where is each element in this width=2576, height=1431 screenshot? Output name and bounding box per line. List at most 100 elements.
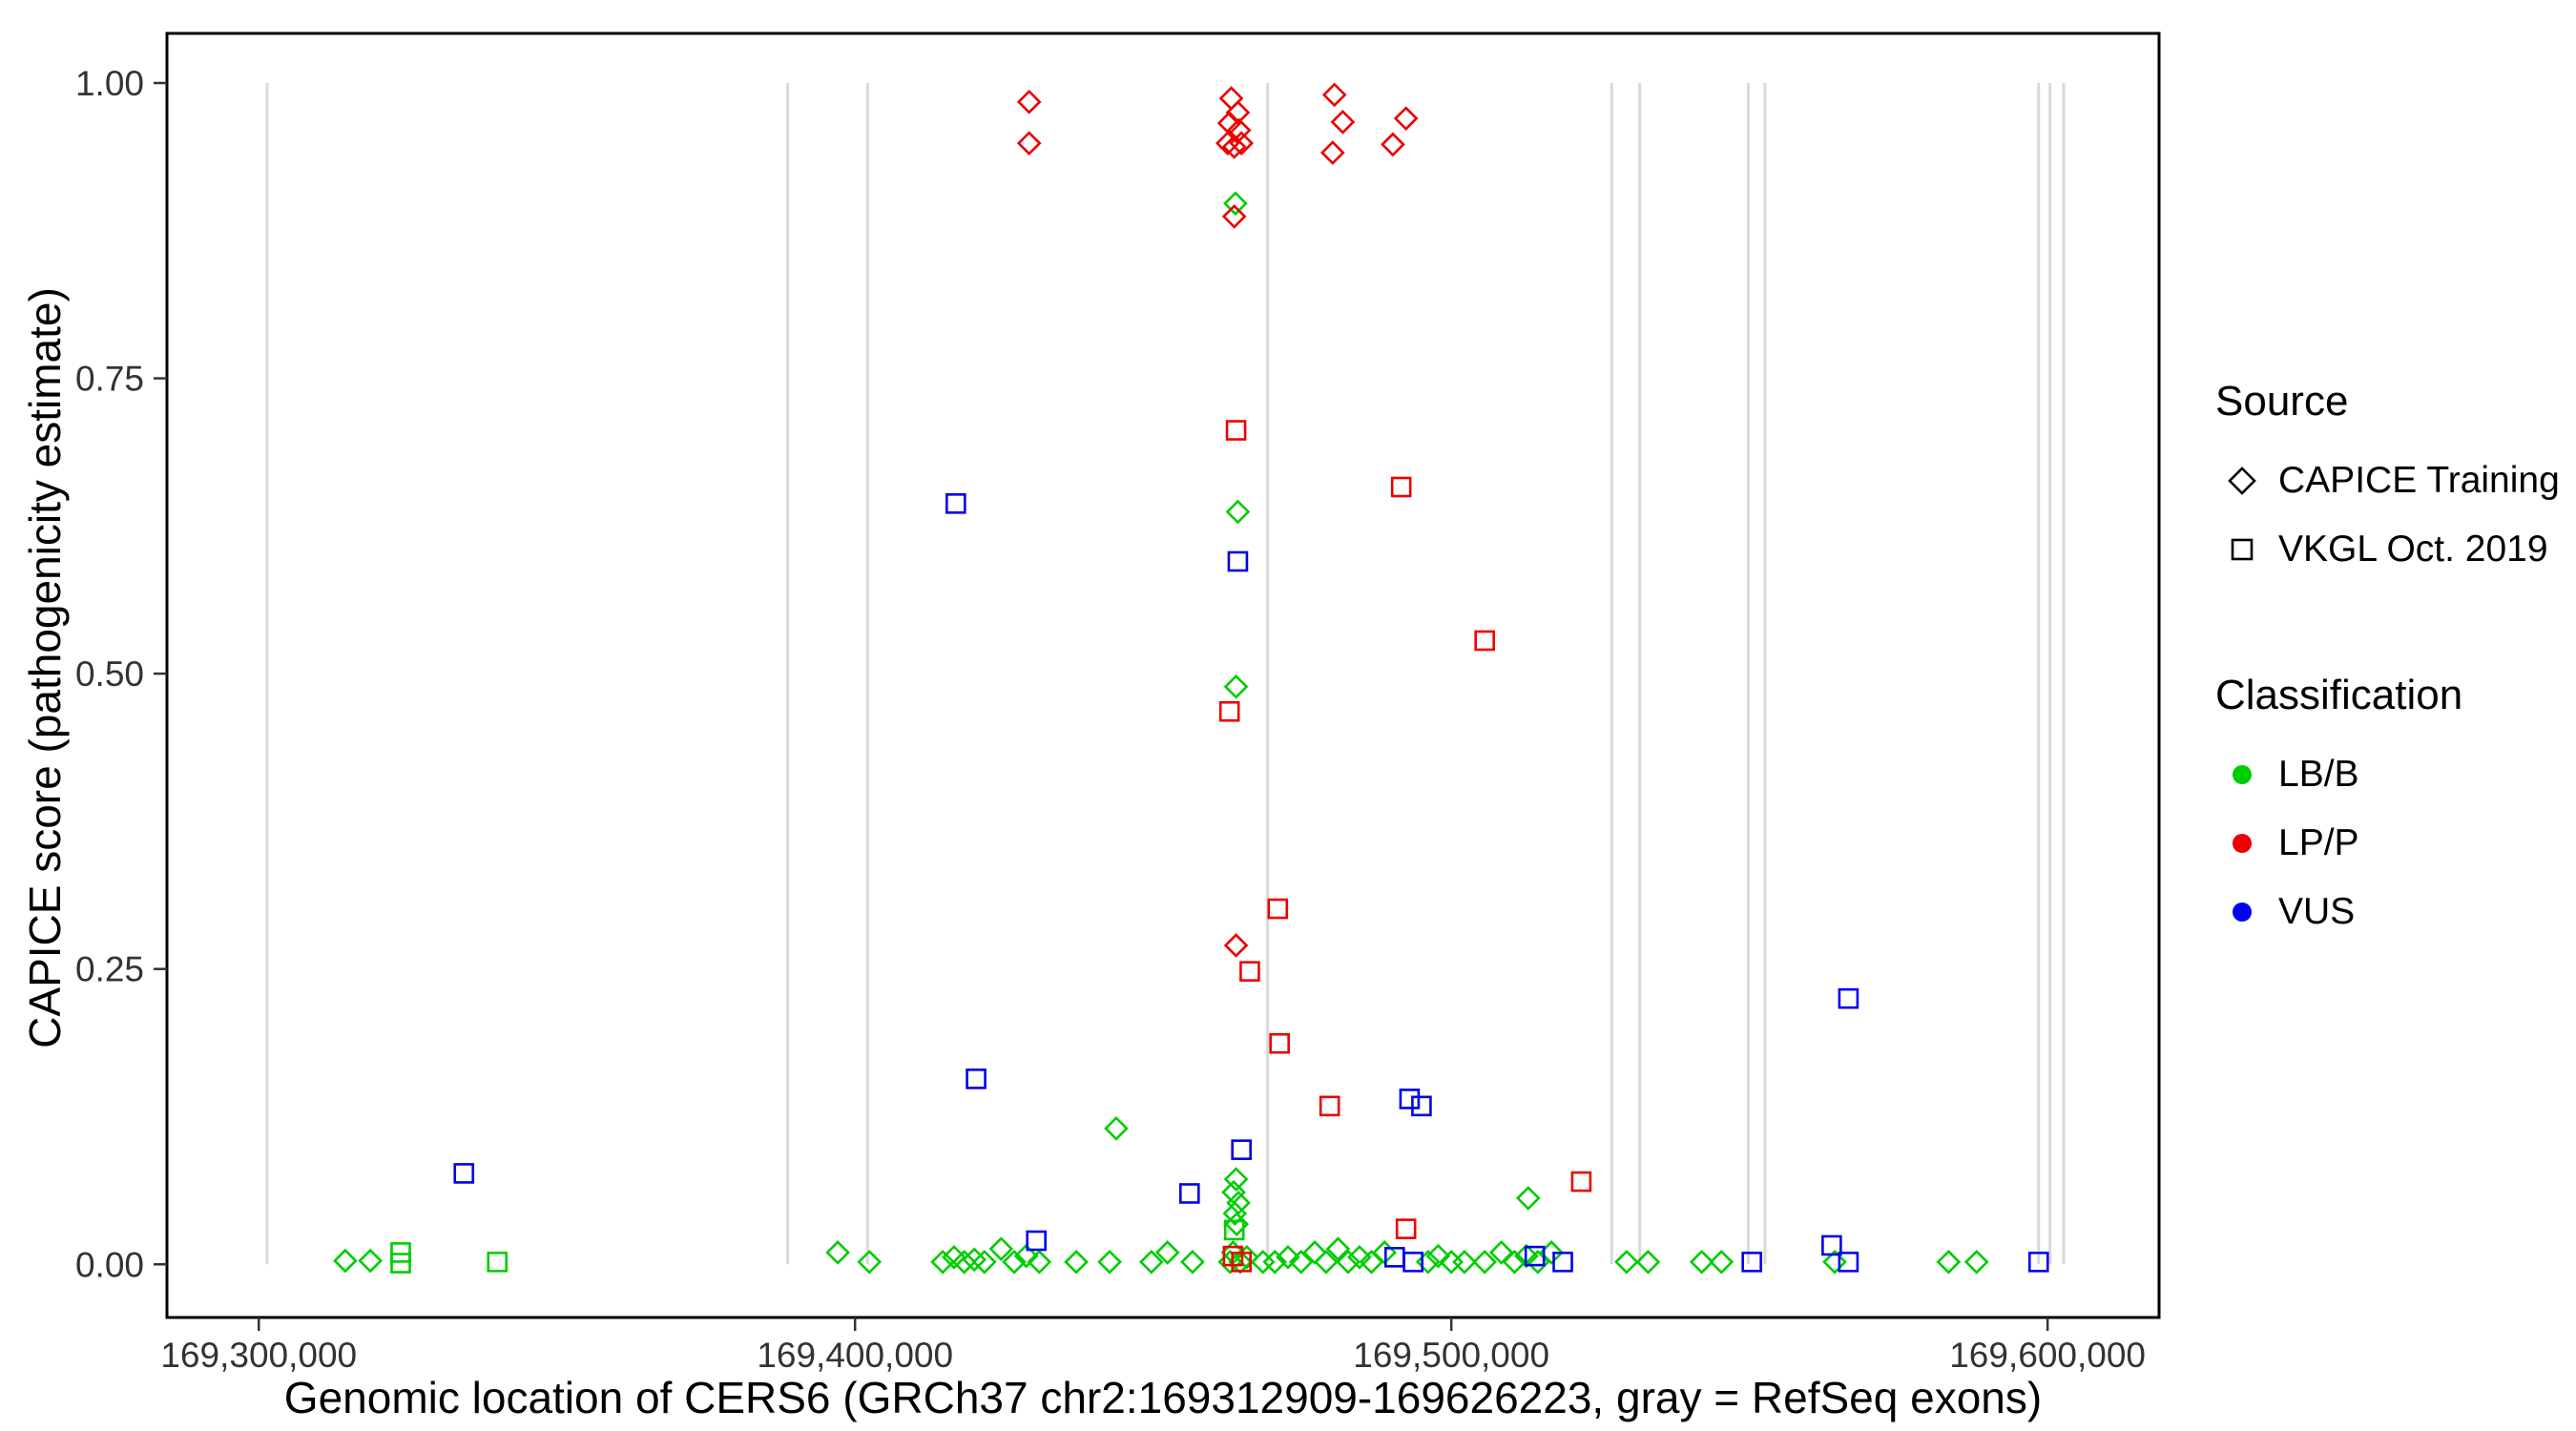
data-point-diamond [1225,100,1251,125]
data-point-diamond [1515,1186,1541,1211]
data-point-diamond [1221,204,1247,229]
y-tick-label: 0.00 [75,1245,144,1284]
data-point-diamond [1709,1249,1735,1275]
legend-item-label: LB/B [2278,754,2359,795]
data-point-diamond [1250,1249,1276,1275]
data-point-square [1741,1252,1762,1273]
data-point-diamond [1226,1191,1251,1215]
y-axis-title: CAPICE score (pathogenicity estimate) [20,287,70,1048]
data-point-square [1474,630,1495,652]
data-point-diamond [1027,1249,1052,1275]
diamond-icon [2228,467,2256,495]
data-point-diamond [1336,1249,1361,1275]
data-point-square [966,1068,987,1089]
data-point-diamond [1330,110,1356,135]
data-point-diamond [1225,499,1251,525]
data-point-diamond [1097,1249,1122,1275]
data-point-diamond [358,1248,383,1274]
data-point-square [487,1252,509,1273]
legend-item-label: LP/P [2278,822,2359,863]
data-point-diamond [1393,106,1419,131]
blue-dot-icon [2233,902,2252,922]
data-point-diamond [1314,1249,1339,1275]
data-point-square [1179,1183,1200,1204]
data-point-diamond [1223,674,1249,699]
data-point-square [1552,1252,1573,1273]
data-point-square [1231,1252,1252,1273]
data-point-diamond [1218,86,1244,111]
data-point-square [1223,1219,1245,1241]
data-point-diamond [1635,1249,1661,1275]
data-point-diamond [1013,1243,1039,1269]
square-icon [2231,538,2254,561]
legend-item-capice-training: CAPICE Training [2215,446,2560,515]
data-point-diamond [1223,1167,1249,1192]
data-point-diamond [1325,1236,1351,1262]
data-point-diamond [1347,1245,1372,1270]
data-point-diamond [1452,1249,1477,1275]
y-tick-label: 0.50 [75,654,144,694]
data-point-square [1319,1095,1340,1117]
data-point-square [1218,700,1240,722]
data-point-diamond [1154,1240,1180,1265]
legend-item-label: VKGL Oct. 2019 [2278,529,2548,570]
data-point-diamond [1822,1249,1847,1275]
data-point-diamond [962,1247,987,1273]
data-point-diamond [1180,1249,1205,1275]
plot-panel-border [165,31,2161,1319]
legend-classification-title: Classification [2215,672,2463,718]
data-point-diamond [1138,1249,1164,1275]
data-point-square [1026,1230,1047,1252]
data-point-square [453,1163,475,1184]
data-point-diamond [1229,131,1255,156]
data-point-diamond [971,1249,997,1275]
data-point-diamond [1425,1243,1451,1269]
x-tick-label: 169,300,000 [160,1336,357,1375]
legend-classification-section: Classification LB/B LP/P VUS [2215,672,2560,946]
data-point-diamond [1223,933,1249,958]
data-point-square [1570,1171,1592,1192]
data-point-square [1395,1218,1417,1239]
data-point-diamond [988,1236,1014,1262]
data-point-square [1838,987,1859,1009]
data-point-diamond [1016,131,1042,156]
data-point-square [1402,1252,1423,1273]
data-point-diamond [930,1249,955,1275]
data-point-diamond [1488,1240,1514,1265]
data-point-square [1231,1139,1252,1160]
data-point-diamond [951,1249,977,1275]
data-point-diamond [1221,135,1247,159]
data-point-square [1225,420,1247,441]
data-point-diamond [333,1248,358,1274]
data-point-diamond [942,1245,966,1270]
data-point-diamond [1262,1249,1288,1275]
legend-item-label: VUS [2278,891,2356,932]
legend-item-lbb: LB/B [2215,740,2560,809]
legend-source-section: Source CAPICE Training VKGL Oct. 2019 [2215,378,2560,584]
x-tick-label: 169,400,000 [757,1336,953,1375]
y-tick-label: 1.00 [75,64,144,103]
data-point-diamond [1514,1243,1539,1269]
data-point-diamond [1222,1201,1248,1226]
data-point-diamond [1016,89,1042,114]
data-point-diamond [1381,132,1405,157]
data-point-diamond [857,1249,883,1275]
data-point-diamond [1936,1249,1962,1275]
data-point-square [1269,1032,1290,1054]
y-tick-label: 0.25 [75,950,144,989]
red-dot-icon [2233,834,2252,853]
data-point-square [1227,550,1249,572]
data-point-square [2027,1252,2049,1273]
green-dot-icon [2233,765,2252,784]
data-point-square [945,493,966,514]
legend-item-label: CAPICE Training [2278,460,2560,501]
data-point-diamond [1223,191,1248,217]
data-point-diamond [1614,1249,1639,1275]
x-tick-label: 169,600,000 [1949,1336,2146,1375]
data-point-square [390,1253,411,1274]
data-point-square [1239,961,1260,982]
data-point-square [1838,1252,1859,1273]
data-point-diamond [1963,1249,1989,1275]
data-point-square [1399,1089,1421,1110]
